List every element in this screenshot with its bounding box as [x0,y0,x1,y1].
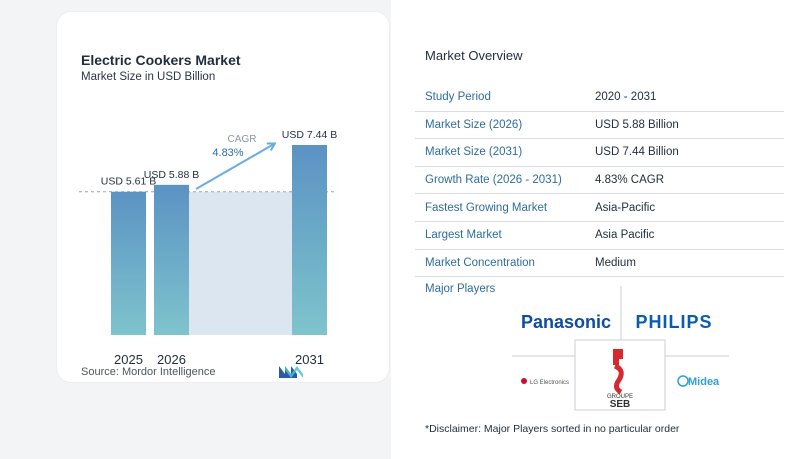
overview-title: Market Overview [425,48,523,63]
panasonic-logo: Panasonic [521,312,611,332]
bar-2031 [292,145,327,335]
lg-logo-icon [521,378,527,384]
seb-logo-subtext: GROUPE [607,394,633,400]
market-overview-panel: Market Overview Study Period 2020 - 2031… [391,0,800,459]
x-tick-label: 2025 [114,352,143,367]
bar-chart: USD 5.61 B 2025 USD 5.88 B 2026 USD 7.44 B 20… [79,129,337,367]
chart-subtitle: Market Size in USD Billion [81,71,216,83]
overview-value: Asia Pacific [595,229,655,242]
overview-row: Largest Market Asia Pacific [415,222,784,250]
overview-row: Market Size (2031) USD 7.44 Billion [415,139,784,167]
bar-value-label: USD 7.44 B [282,129,337,141]
overview-row: Market Size (2026) USD 5.88 Billion [415,112,784,140]
philips-logo: PHILIPS [635,312,712,332]
seb-swoosh-icon [613,363,624,395]
overview-value: 4.83% CAGR [595,174,665,187]
mordor-intelligence-logo-icon [279,366,303,378]
overview-value: USD 5.88 Billion [595,118,679,131]
chart-card: Electric Cookers Market Market Size in U… [57,12,389,382]
overview-value: Medium [595,256,636,269]
chart-title: Electric Cookers Market [81,52,241,68]
x-tick-label: 2026 [157,352,186,367]
bar-2025 [111,191,146,335]
bar-value-label: USD 5.88 B [144,169,199,181]
cagr-value: 4.83% [212,147,243,159]
overview-table: Study Period 2020 - 2031 Market Size (20… [415,84,784,278]
midea-logo: Midea [688,376,720,388]
overview-label: Market Concentration [425,256,535,269]
major-players-title: Major Players [425,283,496,295]
bar-value-label: USD 5.61 B [101,176,156,188]
bar-2026 [154,184,189,335]
overview-row: Study Period 2020 - 2031 [415,84,784,112]
overview-value: 2020 - 2031 [595,91,657,104]
overview-label: Fastest Growing Market [425,201,548,214]
x-tick-label: 2031 [295,352,324,367]
disclaimer-text: *Disclaimer: Major Players sorted in no … [425,423,680,435]
overview-value: Asia-Pacific [595,201,656,214]
overview-label: Growth Rate (2026 - 2031) [425,174,562,187]
overview-value: USD 7.44 Billion [595,146,679,159]
overview-row: Market Concentration Medium [415,250,784,278]
forecast-shaded-region [189,191,292,335]
overview-label: Largest Market [425,229,502,242]
lg-electronics-logo: LG Electronics [530,380,569,386]
seb-logo: SEB [610,399,631,410]
source-text: Source: Mordor Intelligence [81,366,216,378]
cagr-label: CAGR [228,134,257,145]
cagr-arrow [195,144,274,190]
seb-logo-icon [613,349,623,365]
overview-label: Market Size (2031) [425,146,523,159]
overview-label: Study Period [425,91,491,104]
overview-label: Market Size (2026) [425,118,523,131]
overview-row: Growth Rate (2026 - 2031) 4.83% CAGR [415,167,784,195]
overview-row: Fastest Growing Market Asia-Pacific [415,194,784,222]
midea-logo-icon [677,375,689,387]
major-players-logos: Panasonic PHILIPS LG Electronics GROUPE … [512,286,729,411]
